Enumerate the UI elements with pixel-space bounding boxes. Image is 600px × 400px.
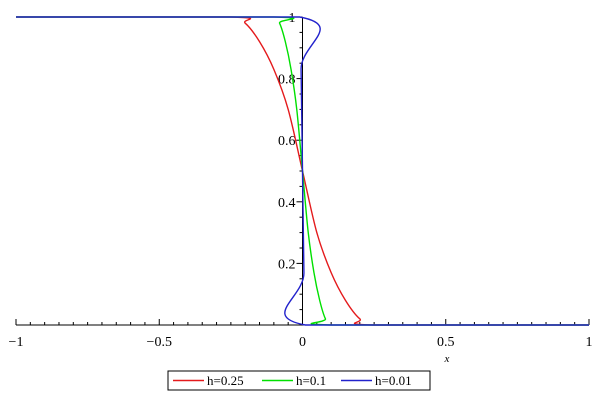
legend: h=0.25 h=0.1 h=0.01 (167, 370, 431, 391)
x-tick-label: 0.5 (437, 335, 455, 350)
series-line-3 (16, 16, 589, 326)
legend-box (167, 370, 431, 391)
y-tick-label: 0.8 (278, 73, 296, 88)
series-layer (16, 16, 589, 326)
legend-label-2: h=0.1 (296, 373, 326, 388)
x-axis-title: x (444, 353, 450, 365)
y-tick-label: 0.6 (278, 134, 296, 149)
legend-label-3: h=0.01 (375, 373, 412, 388)
axes: −1 −0.5 0 0.5 10.20.40.60.81 (9, 11, 593, 350)
x-tick-label: −0.5 (147, 335, 172, 350)
x-tick-label: −1 (9, 335, 24, 350)
y-tick-label: 0.2 (278, 257, 296, 272)
y-tick-label: 0.4 (278, 196, 296, 211)
x-tick-label: 0 (299, 335, 306, 350)
x-tick-label: 1 (586, 335, 593, 350)
legend-label-1: h=0.25 (207, 373, 244, 388)
